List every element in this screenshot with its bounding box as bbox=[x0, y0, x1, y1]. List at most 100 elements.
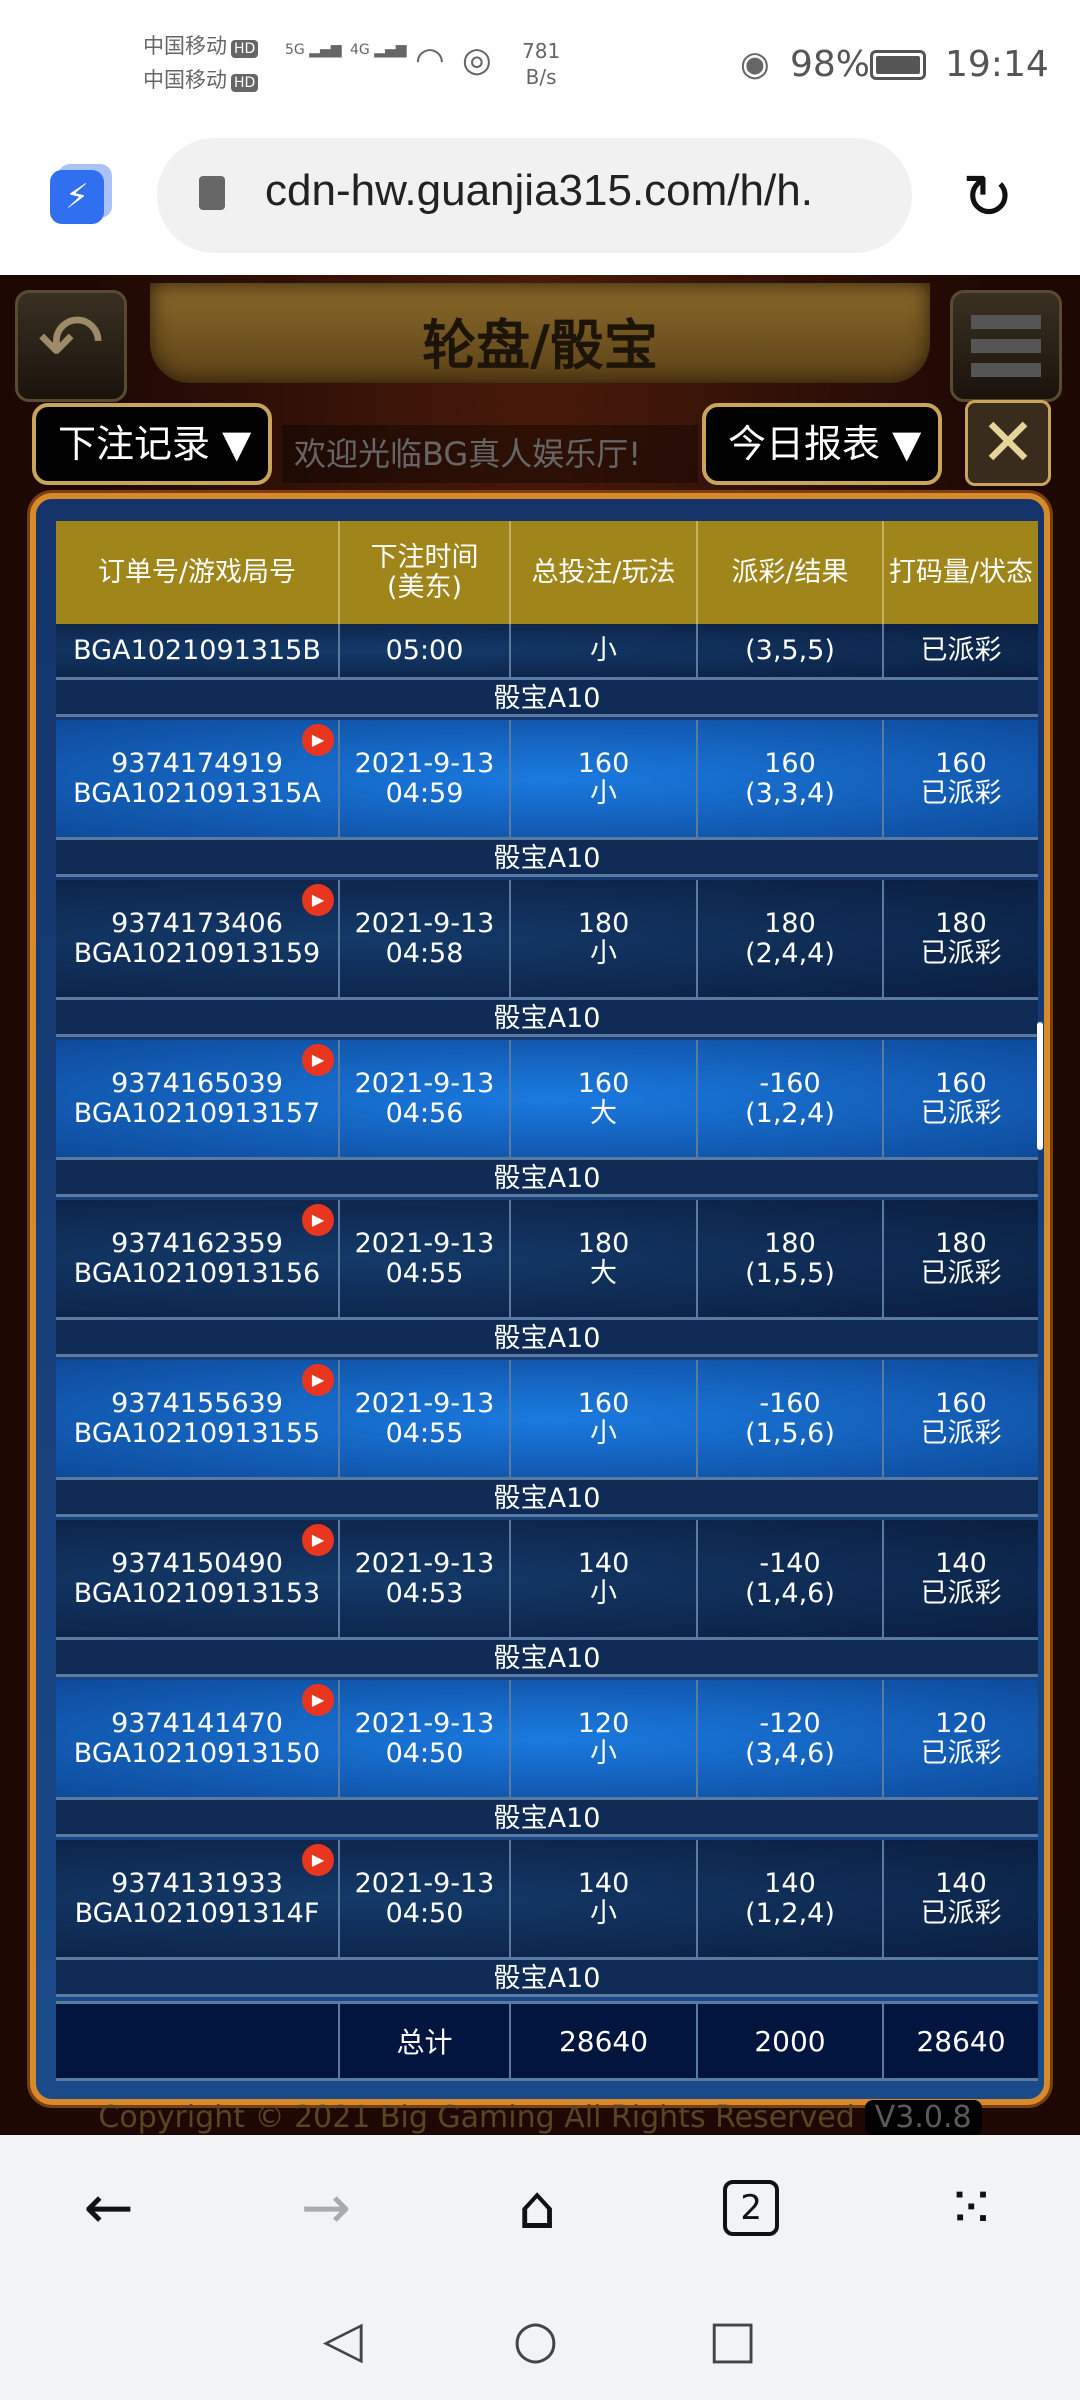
cell-text: 04:58 bbox=[385, 937, 464, 969]
play-video-icon[interactable]: ▶ bbox=[302, 1364, 334, 1396]
cell-text: 04:50 bbox=[385, 1897, 464, 1929]
cell-text: 2021-9-13 bbox=[354, 1867, 495, 1899]
cell-text: 140 bbox=[577, 1867, 630, 1899]
table-row[interactable]: 9374155639 BGA10210913155 ▶ 2021-9-13 04:55 1… bbox=[56, 1360, 1038, 1480]
cell-text: (3,5,5) bbox=[745, 634, 835, 666]
table-row[interactable]: 9374174919 BGA1021091315A ▶ 2021-9-13 04:59 1… bbox=[56, 720, 1038, 840]
cell-text: 2021-9-13 bbox=[354, 747, 495, 779]
cell-text: BGA10210913150 bbox=[73, 1737, 321, 1769]
cell-text: 2021-9-13 bbox=[354, 907, 495, 939]
cell: 120 已派彩 bbox=[884, 1680, 1038, 1797]
play-video-icon[interactable]: ▶ bbox=[302, 1684, 334, 1716]
cell-text: 小 bbox=[590, 1897, 617, 1929]
cell-text: BGA1021091315A bbox=[73, 777, 321, 809]
cell-text: 大 bbox=[590, 1257, 617, 1289]
table-row-partial[interactable]: BGA1021091315B 05:00 小 (3,5,5) 已派彩 bbox=[56, 624, 1038, 680]
cell-text: 160 bbox=[577, 1067, 630, 1099]
reload-icon[interactable]: ↻ bbox=[962, 160, 1014, 233]
cell: 2021-9-13 04:50 bbox=[340, 1840, 511, 1957]
play-video-icon[interactable]: ▶ bbox=[302, 724, 334, 756]
total-turnover: 28640 bbox=[916, 2024, 1006, 2058]
back-arrow-icon[interactable]: ← bbox=[83, 2172, 134, 2243]
clock: 19:14 bbox=[945, 44, 1049, 85]
cell-text: 已派彩 bbox=[920, 1257, 1002, 1289]
cell-text: 160 bbox=[935, 1387, 987, 1419]
cell: 9374165039 BGA10210913157 ▶ bbox=[56, 1040, 340, 1157]
table-row[interactable]: 9374173406 BGA10210913159 ▶ 2021-9-13 04:58 1… bbox=[56, 880, 1038, 1000]
battery-percent: 98% bbox=[790, 44, 871, 85]
cell-text: 180 bbox=[935, 1227, 987, 1259]
play-video-icon[interactable]: ▶ bbox=[302, 1844, 334, 1876]
close-icon: ✕ bbox=[980, 404, 1036, 481]
forward-arrow-icon[interactable]: → bbox=[300, 2172, 352, 2243]
hd-badge: HD bbox=[231, 74, 259, 92]
cell-text: BGA10210913156 bbox=[73, 1257, 321, 1289]
back-button[interactable]: ↶ bbox=[15, 290, 127, 402]
cell: -160 (1,5,6) bbox=[698, 1360, 884, 1477]
cell-text: 已派彩 bbox=[920, 1417, 1002, 1449]
address-bar[interactable]: cdn-hw.guanjia315.com/h/h. bbox=[157, 138, 912, 253]
home-icon[interactable]: ⌂ bbox=[518, 2172, 557, 2243]
lock-icon bbox=[199, 176, 225, 210]
nav-home-icon[interactable]: ○ bbox=[512, 2310, 559, 2370]
scrollbar[interactable] bbox=[1037, 1022, 1043, 1150]
cell-text: (1,5,5) bbox=[745, 1257, 835, 1289]
table-row[interactable]: 9374141470 BGA10210913150 ▶ 2021-9-13 04:50 1… bbox=[56, 1680, 1038, 1800]
play-video-icon[interactable]: ▶ bbox=[302, 1044, 334, 1076]
cell-text: BGA1021091315B bbox=[73, 634, 321, 666]
table-row[interactable]: 9374165039 BGA10210913157 ▶ 2021-9-13 04:56 1… bbox=[56, 1040, 1038, 1160]
cell-text: BGA10210913159 bbox=[73, 937, 321, 969]
cell: BGA1021091315B bbox=[56, 624, 340, 677]
cell: 140 小 bbox=[511, 1840, 698, 1957]
wifi-icon: ◠ bbox=[415, 40, 445, 80]
report-dropdown[interactable]: 今日报表 ▼ bbox=[702, 403, 942, 485]
cell: 9374155639 BGA10210913155 ▶ bbox=[56, 1360, 340, 1477]
cell: 140 已派彩 bbox=[884, 1520, 1038, 1637]
menu-button[interactable] bbox=[950, 290, 1062, 402]
cell: 小 bbox=[511, 624, 698, 677]
play-video-icon[interactable]: ▶ bbox=[302, 884, 334, 916]
cell: 160 (3,3,4) bbox=[698, 720, 884, 837]
cell-text: 04:55 bbox=[385, 1257, 464, 1289]
browser-toolbar: ⚡ cdn-hw.guanjia315.com/h/h. ↻ bbox=[0, 130, 1080, 275]
header-bet: 总投注/玩法 bbox=[511, 521, 698, 624]
cell-text: 04:53 bbox=[385, 1577, 464, 1609]
cell: 180 大 bbox=[511, 1200, 698, 1317]
nav-back-icon[interactable]: ◁ bbox=[322, 2310, 363, 2370]
page-title: 轮盘/骰宝 bbox=[422, 314, 658, 377]
header-status: 打码量/状态 bbox=[888, 556, 1034, 588]
cell-text: 160 bbox=[577, 1387, 630, 1419]
carrier-name: 中国移动 bbox=[143, 68, 227, 92]
cell-text: 120 bbox=[935, 1707, 987, 1739]
cell-text: 180 bbox=[577, 907, 630, 939]
nav-recents-icon[interactable]: □ bbox=[708, 2310, 758, 2370]
browser-logo-icon[interactable]: ⚡ bbox=[50, 170, 104, 224]
table-row[interactable]: 9374131933 BGA1021091314F ▶ 2021-9-13 04:50 1… bbox=[56, 1840, 1038, 1960]
more-icon[interactable]: ⁙ bbox=[946, 2172, 997, 2243]
tabs-button[interactable]: 2 bbox=[723, 2179, 780, 2236]
close-button[interactable]: ✕ bbox=[965, 400, 1051, 486]
cell-text: 2021-9-13 bbox=[354, 1227, 495, 1259]
status-bar: 中国移动 HD 中国移动 HD 5G ▂▄▆ 4G ▂▄▆ ◠ ◎ 781 B/s ◉… bbox=[0, 0, 1080, 130]
cell-text: 120 bbox=[577, 1707, 630, 1739]
cell-text: 160 bbox=[764, 747, 816, 779]
cell: 160 小 bbox=[511, 720, 698, 837]
copyright-text: Copyright © 2021 Big Gaming All Rights R… bbox=[98, 2100, 855, 2135]
cell-text: -120 bbox=[759, 1707, 821, 1739]
game-name-row: 骰宝A10 bbox=[56, 680, 1038, 717]
play-video-icon[interactable]: ▶ bbox=[302, 1524, 334, 1556]
url-text[interactable]: cdn-hw.guanjia315.com/h/h. bbox=[265, 166, 813, 215]
table-row[interactable]: 9374162359 BGA10210913156 ▶ 2021-9-13 04:55 1… bbox=[56, 1200, 1038, 1320]
cell-text: 小 bbox=[590, 1417, 617, 1449]
record-dropdown[interactable]: 下注记录 ▼ bbox=[32, 403, 272, 485]
title-plate: 轮盘/骰宝 bbox=[150, 283, 930, 383]
play-video-icon[interactable]: ▶ bbox=[302, 1204, 334, 1236]
cell-text: 04:56 bbox=[385, 1097, 464, 1129]
table-row[interactable]: 9374150490 BGA10210913153 ▶ 2021-9-13 04:53 1… bbox=[56, 1520, 1038, 1640]
cell: 9374150490 BGA10210913153 ▶ bbox=[56, 1520, 340, 1637]
browser-nav-bar: ← → ⌂ 2 ⁙ bbox=[0, 2135, 1080, 2280]
cell: 140 (1,2,4) bbox=[698, 1840, 884, 1957]
cell-text: 2021-9-13 bbox=[354, 1387, 495, 1419]
cell: 160 已派彩 bbox=[884, 1360, 1038, 1477]
cell-text: 160 bbox=[935, 747, 987, 779]
